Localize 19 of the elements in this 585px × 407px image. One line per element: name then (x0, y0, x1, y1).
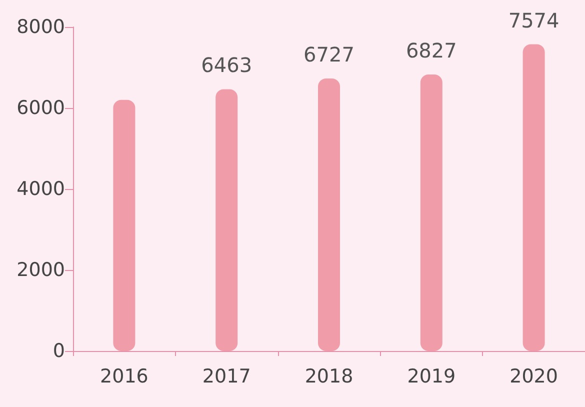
y-tick-label: 8000 (16, 16, 65, 38)
y-tick-label: 0 (52, 340, 65, 362)
x-tick-label: 2020 (510, 366, 558, 388)
bar (113, 100, 136, 351)
y-tick-label: 2000 (16, 259, 65, 281)
data-label: 6827 (406, 38, 457, 63)
bar (216, 89, 238, 351)
x-tick-label: 2017 (202, 366, 251, 388)
x-tick-label: 2019 (407, 366, 456, 388)
y-tick-label: 4000 (16, 178, 65, 200)
y-tick-label: 6000 (16, 97, 65, 119)
bar (318, 78, 340, 351)
data-label: 7574 (508, 8, 560, 32)
data-label: 6727 (304, 42, 354, 67)
x-tick-label: 2016 (100, 366, 148, 388)
bar (420, 74, 442, 351)
x-tick-label: 2018 (304, 366, 354, 388)
data-label: 6463 (201, 53, 252, 78)
bar (522, 44, 545, 351)
